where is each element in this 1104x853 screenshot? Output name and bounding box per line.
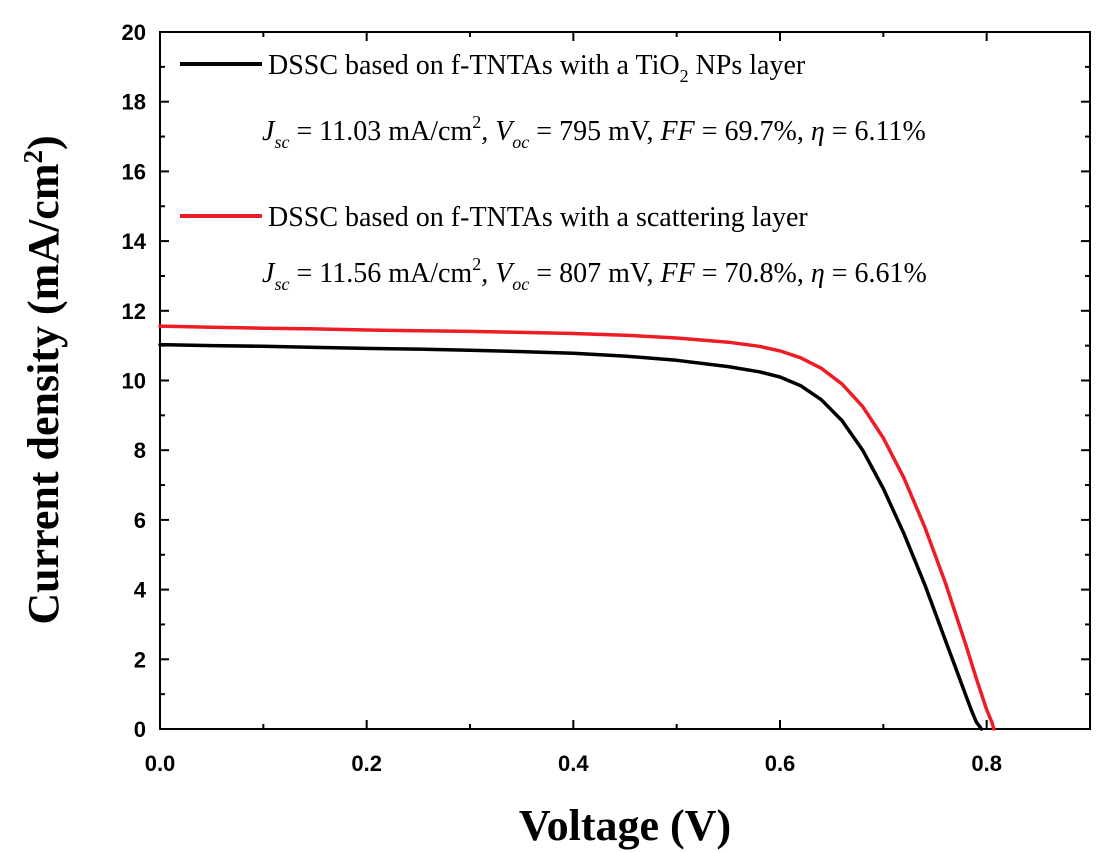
- legend-label-series-2: DSSC based on f-TNTAs with a scattering …: [268, 202, 808, 233]
- series-line-2: [158, 324, 996, 731]
- legend-ff-symbol: FF: [659, 258, 695, 289]
- x-tick-label: 0.8: [971, 751, 1002, 776]
- legend-jsc-sub: sc: [274, 132, 289, 152]
- legend-eta-symbol: η: [811, 258, 825, 289]
- legend-voc-sub: oc: [512, 132, 529, 152]
- legend-jsc-value: = 11.03 mA/cm: [289, 116, 472, 147]
- series-line-1: [158, 342, 984, 731]
- legend-jsc-sub: sc: [274, 274, 289, 294]
- x-tick-label: 0.2: [351, 751, 382, 776]
- legend-params-series-1: Jsc = 11.03 mA/cm2, Voc = 795 mV, FF = 6…: [262, 112, 926, 152]
- y-axis-ticks: 0 2 4 6 8 10 12 14 16 18 20: [122, 20, 1090, 742]
- legend-eta-value: = 6.11%: [825, 116, 926, 147]
- legend-jsc-symbol: J: [262, 258, 276, 289]
- y-axis-title-main: Current density (mA/cm: [19, 164, 68, 625]
- y-axis-title: Current density (mA/cm2): [18, 135, 68, 624]
- legend-voc-value: = 795 mV,: [529, 116, 660, 147]
- legend-main-sub: 2: [680, 66, 689, 86]
- y-tick-label: 14: [122, 229, 147, 254]
- y-tick-label: 12: [122, 299, 146, 324]
- legend-voc-symbol: , V: [481, 258, 515, 289]
- legend-voc-sub: oc: [512, 274, 529, 294]
- y-tick-label: 6: [134, 508, 146, 533]
- x-tick-label: 0.0: [145, 751, 176, 776]
- legend-main-post: NPs layer: [689, 50, 806, 81]
- series-group: [158, 324, 996, 731]
- legend: DSSC based on f-TNTAs with a TiO2 NPs la…: [180, 50, 927, 294]
- legend-label-series-1: DSSC based on f-TNTAs with a TiO2 NPs la…: [268, 50, 806, 86]
- y-axis-title-sup: 2: [18, 150, 48, 164]
- x-tick-label: 0.4: [558, 751, 589, 776]
- y-tick-label: 10: [122, 369, 146, 394]
- legend-main-pre: DSSC based on f-TNTAs with a scattering …: [268, 202, 808, 233]
- legend-voc-symbol: , V: [481, 116, 515, 147]
- y-tick-label: 18: [122, 90, 146, 115]
- legend-main-pre: DSSC based on f-TNTAs with a TiO: [268, 50, 680, 81]
- y-axis-title-close: ): [19, 135, 68, 150]
- y-tick-label: 0: [134, 717, 146, 742]
- y-tick-label: 8: [134, 438, 146, 463]
- legend-jsc-symbol: J: [262, 116, 276, 147]
- y-tick-label: 4: [134, 578, 147, 603]
- y-tick-label: 16: [122, 159, 146, 184]
- y-tick-label: 20: [122, 20, 146, 45]
- y-tick-label: 2: [134, 647, 146, 672]
- x-axis-ticks: 0.0 0.2 0.4 0.6 0.8: [145, 32, 1002, 776]
- legend-eta-value: = 6.61%: [825, 258, 927, 289]
- legend-jsc-sup: 2: [472, 254, 481, 274]
- legend-ff-value: = 69.7%,: [695, 116, 811, 147]
- legend-ff-value: = 70.8%,: [695, 258, 811, 289]
- legend-params-series-2: Jsc = 11.56 mA/cm2, Voc = 807 mV, FF = 7…: [262, 254, 927, 294]
- legend-eta-symbol: η: [811, 116, 825, 147]
- legend-jsc-sup: 2: [472, 112, 481, 132]
- legend-jsc-value: = 11.56 mA/cm: [289, 258, 472, 289]
- x-axis-title: Voltage (V): [519, 801, 731, 850]
- x-tick-label: 0.6: [765, 751, 796, 776]
- legend-ff-symbol: FF: [659, 116, 695, 147]
- legend-voc-value: = 807 mV,: [529, 258, 660, 289]
